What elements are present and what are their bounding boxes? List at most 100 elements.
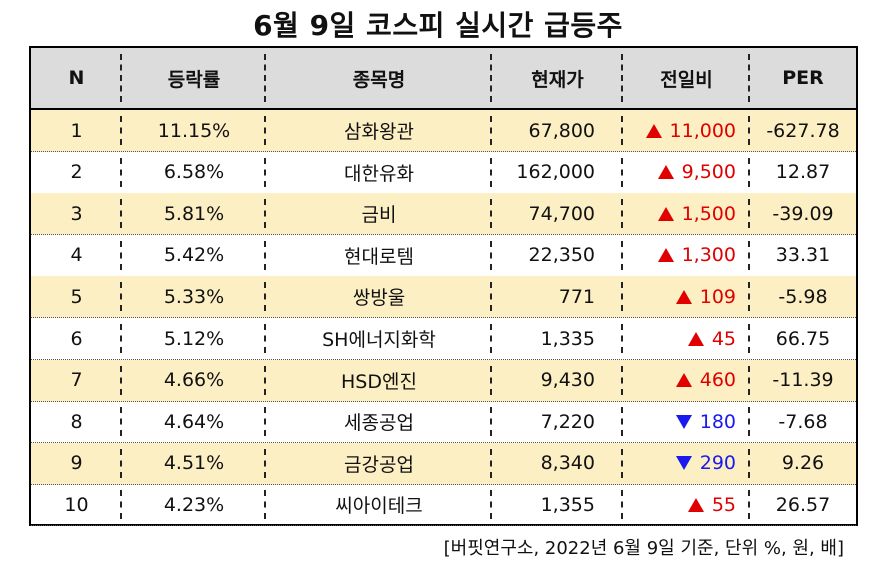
cell-change: 11,000 <box>623 110 750 151</box>
cell-name: 쌍방울 <box>266 276 492 317</box>
up-triangle-icon <box>675 289 692 304</box>
cell-price: 67,800 <box>492 110 623 151</box>
cell-rate: 11.15% <box>122 110 266 151</box>
cell-name: SH에너지화학 <box>266 318 492 359</box>
change-value: 1,300 <box>681 244 736 267</box>
cell-name: 현대로템 <box>266 235 492 276</box>
table-row: 7 4.66% HSD엔진 9,430 460 -11.39 <box>31 359 856 402</box>
table-row: 8 4.64% 세종공업 7,220 180 -7.68 <box>31 401 856 444</box>
cell-price: 8,340 <box>492 443 623 484</box>
header-n: N <box>31 48 122 108</box>
cell-rate: 4.23% <box>122 484 266 525</box>
cell-n: 1 <box>31 110 122 151</box>
cell-name: HSD엔진 <box>266 360 492 401</box>
cell-price: 7,220 <box>492 401 623 442</box>
cell-rate: 4.66% <box>122 360 266 401</box>
down-triangle-icon <box>675 414 692 429</box>
cell-name: 대한유화 <box>266 152 492 193</box>
table-row: 3 5.81% 금비 74,700 1,500 -39.09 <box>31 193 856 236</box>
header-name: 종목명 <box>266 48 492 108</box>
cell-per: 9.26 <box>781 452 825 475</box>
page-title: 6월 9일 코스피 실시간 급등주 <box>253 9 623 42</box>
cell-price: 162,000 <box>492 152 623 193</box>
header-change: 전일비 <box>623 48 750 108</box>
table-header: N 등락률 종목명 현재가 전일비 PER <box>31 48 856 110</box>
change-value: 45 <box>711 327 736 350</box>
cell-n: 2 <box>31 152 122 193</box>
cell-rate: 4.51% <box>122 443 266 484</box>
cell-rate: 4.64% <box>122 401 266 442</box>
cell-name: 삼화왕관 <box>266 110 492 151</box>
cell-change: 109 <box>623 276 750 317</box>
cell-per: -5.98 <box>778 285 828 308</box>
cell-per: -11.39 <box>772 369 834 392</box>
cell-n: 4 <box>31 235 122 276</box>
change-value: 55 <box>711 493 736 516</box>
cell-change: 45 <box>623 318 750 359</box>
up-triangle-icon <box>657 165 674 180</box>
up-triangle-icon <box>687 497 704 512</box>
cell-change: 1,300 <box>623 235 750 276</box>
up-triangle-icon <box>675 373 692 388</box>
cell-price: 771 <box>492 276 623 317</box>
table-row: 9 4.51% 금강공업 8,340 290 9.26 <box>31 442 856 485</box>
table-row: 4 5.42% 현대로템 22,350 1,300 33.31 <box>31 235 856 277</box>
change-value: 1,500 <box>681 202 736 225</box>
cell-rate: 5.42% <box>122 235 266 276</box>
cell-rate: 6.58% <box>122 152 266 193</box>
header-price: 현재가 <box>492 48 623 108</box>
table-row: 5 5.33% 쌍방울 771 109 -5.98 <box>31 276 856 319</box>
table-row: 1 11.15% 삼화왕관 67,800 11,000 -627.78 <box>31 110 856 152</box>
stock-table: N 등락률 종목명 현재가 전일비 PER 1 11.15% 삼화왕관 67,800 1… <box>29 46 858 527</box>
up-triangle-icon <box>645 123 662 138</box>
cell-change: 9,500 <box>623 152 750 193</box>
change-value: 9,500 <box>681 161 736 184</box>
cell-change: 1,500 <box>623 193 750 234</box>
cell-name: 세종공업 <box>266 401 492 442</box>
cell-n: 9 <box>31 443 122 484</box>
cell-price: 1,355 <box>492 484 623 525</box>
cell-n: 3 <box>31 193 122 234</box>
table-row: 10 4.23% 씨아이테크 1,355 55 26.57 <box>31 484 856 527</box>
cell-name: 금강공업 <box>266 443 492 484</box>
cell-per: 26.57 <box>775 493 831 516</box>
table-row: 2 6.58% 대한유화 162,000 9,500 12.87 <box>31 152 856 194</box>
cell-change: 290 <box>623 443 750 484</box>
cell-change: 55 <box>623 484 750 525</box>
change-value: 290 <box>699 452 736 475</box>
cell-per: -39.09 <box>772 202 834 225</box>
up-triangle-icon <box>657 206 674 221</box>
change-value: 109 <box>699 285 736 308</box>
up-triangle-icon <box>687 331 704 346</box>
cell-rate: 5.81% <box>122 193 266 234</box>
cell-n: 5 <box>31 276 122 317</box>
cell-price: 74,700 <box>492 193 623 234</box>
change-value: 460 <box>699 369 736 392</box>
cell-n: 6 <box>31 318 122 359</box>
cell-price: 1,335 <box>492 318 623 359</box>
cell-n: 10 <box>31 484 122 525</box>
cell-per: 66.75 <box>775 327 831 350</box>
cell-name: 씨아이테크 <box>266 484 492 525</box>
cell-rate: 5.12% <box>122 318 266 359</box>
cell-rate: 5.33% <box>122 276 266 317</box>
cell-n: 8 <box>31 401 122 442</box>
cell-per: 33.31 <box>775 244 831 267</box>
change-value: 11,000 <box>669 119 736 142</box>
cell-name: 금비 <box>266 193 492 234</box>
cell-per: 12.87 <box>775 161 831 184</box>
change-value: 180 <box>699 410 736 433</box>
up-triangle-icon <box>657 248 674 263</box>
down-triangle-icon <box>675 456 692 471</box>
cell-n: 7 <box>31 360 122 401</box>
header-rate: 등락률 <box>122 48 266 108</box>
table-row: 6 5.12% SH에너지화학 1,335 45 66.75 <box>31 318 856 360</box>
cell-change: 460 <box>623 360 750 401</box>
cell-change: 180 <box>623 401 750 442</box>
source-note: [버핏연구소, 2022년 6월 9일 기준, 단위 %, 원, 배] <box>443 538 844 559</box>
cell-per: -7.68 <box>778 410 828 433</box>
cell-per: -627.78 <box>766 119 840 142</box>
cell-price: 9,430 <box>492 360 623 401</box>
header-per: PER <box>782 67 824 89</box>
cell-price: 22,350 <box>492 235 623 276</box>
